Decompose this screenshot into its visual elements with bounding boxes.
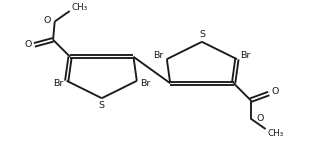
Text: S: S	[99, 101, 105, 110]
Text: O: O	[24, 40, 32, 49]
Text: Br: Br	[240, 51, 251, 60]
Text: Br: Br	[153, 51, 164, 60]
Text: S: S	[199, 30, 205, 39]
Text: CH₃: CH₃	[71, 2, 87, 11]
Text: O: O	[256, 114, 264, 123]
Text: O: O	[271, 87, 279, 96]
Text: CH₃: CH₃	[267, 129, 283, 138]
Text: Br: Br	[53, 79, 63, 88]
Text: O: O	[43, 16, 51, 25]
Text: Br: Br	[140, 79, 151, 88]
